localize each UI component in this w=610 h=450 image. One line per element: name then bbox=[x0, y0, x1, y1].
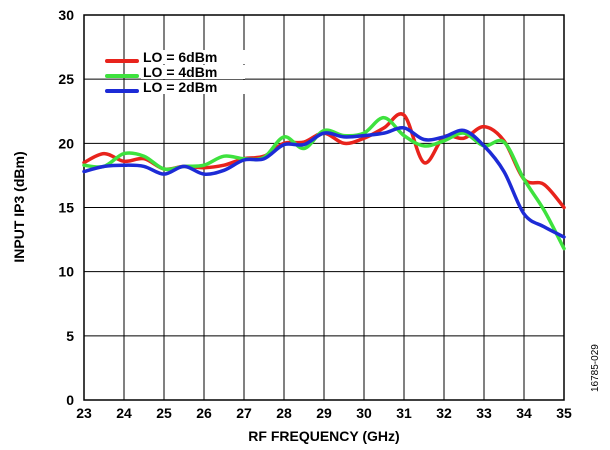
series-line-3 bbox=[82, 126, 566, 239]
x-axis-tick-labels: 23 24 25 26 27 28 29 30 31 32 33 34 35 bbox=[76, 405, 572, 421]
x-tick-label: 31 bbox=[396, 405, 412, 421]
y-tick-label: 5 bbox=[66, 328, 74, 344]
x-tick-label: 30 bbox=[356, 405, 372, 421]
data-series bbox=[82, 112, 566, 251]
legend-label-bg bbox=[141, 50, 245, 64]
x-tick-label: 32 bbox=[436, 405, 452, 421]
x-tick-label: 34 bbox=[516, 405, 532, 421]
y-axis-tick-labels: 0 5 10 15 20 25 30 bbox=[58, 7, 74, 408]
y-tick-label: 0 bbox=[66, 392, 74, 408]
y-tick-label: 15 bbox=[58, 200, 74, 216]
x-tick-label: 29 bbox=[316, 405, 332, 421]
legend-label: LO = 4dBm bbox=[143, 64, 217, 80]
y-tick-label: 30 bbox=[58, 7, 74, 23]
legend-label: LO = 2dBm bbox=[143, 79, 217, 95]
legend-label-bg bbox=[141, 65, 245, 79]
x-tick-label: 23 bbox=[76, 405, 92, 421]
x-axis-title: RF FREQUENCY (GHz) bbox=[248, 428, 399, 444]
x-tick-label: 28 bbox=[276, 405, 292, 421]
y-tick-label: 25 bbox=[58, 71, 74, 87]
x-tick-label: 27 bbox=[236, 405, 252, 421]
x-tick-label: 25 bbox=[156, 405, 172, 421]
figure-id: 16785-029 bbox=[590, 344, 601, 392]
y-axis-title: INPUT IP3 (dBm) bbox=[11, 151, 27, 262]
x-tick-label: 33 bbox=[476, 405, 492, 421]
legend-label-bg bbox=[141, 80, 245, 94]
y-tick-label: 20 bbox=[58, 135, 74, 151]
x-tick-label: 24 bbox=[116, 405, 132, 421]
legend-label: LO = 6dBm bbox=[143, 49, 217, 65]
x-tick-label: 26 bbox=[196, 405, 212, 421]
x-tick-label: 35 bbox=[556, 405, 572, 421]
y-tick-label: 10 bbox=[58, 264, 74, 280]
